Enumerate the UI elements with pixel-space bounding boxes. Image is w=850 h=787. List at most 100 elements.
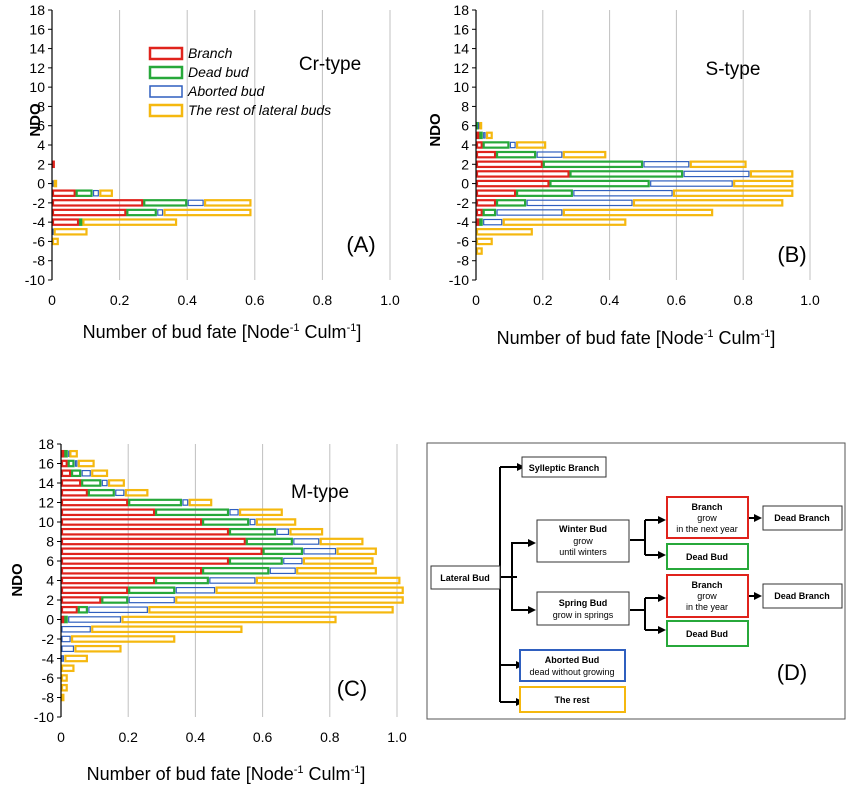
panel-b-bar-branch xyxy=(475,179,550,188)
panel-c-x-tick-label: 0.4 xyxy=(186,729,206,745)
panel-a-bar-branch xyxy=(51,160,55,169)
panel-a-x-axis-label: Number of bud fate [Node-1 Culm-1] xyxy=(83,322,362,342)
panel-c-y-tick-label: 14 xyxy=(38,475,54,491)
legend: Branch Dead bud Aborted bud The rest of … xyxy=(148,45,331,118)
panel-c-bar-aborted-bud xyxy=(61,625,91,633)
panel-c-bar-rest xyxy=(255,518,297,526)
panel-b-bar-rest xyxy=(562,208,714,217)
panel-a-y-tick-label: 14 xyxy=(29,41,45,57)
panel-c-bar-aborted-bud xyxy=(115,489,125,497)
panel-a-bar-dead-bud xyxy=(78,218,83,226)
panel-b-bar-aborted-bud xyxy=(483,132,486,139)
panel-b-y-tick-label: -2 xyxy=(457,195,470,211)
arrow-sylleptic xyxy=(517,463,525,471)
panel-a-y-tick-label: 6 xyxy=(37,118,45,134)
panel-c-grid xyxy=(127,444,398,717)
panel-b-y-tick-label: 18 xyxy=(453,2,469,18)
panel-c-bar-aborted-bud xyxy=(269,567,296,575)
panel-b-bar-branch xyxy=(475,131,480,140)
node-sylleptic-branch: Sylleptic Branch xyxy=(521,456,607,478)
panel-a-y-tick-label: 0 xyxy=(37,176,45,192)
panel-c-bar-dead-bud xyxy=(154,508,230,517)
panel-c-bar-rest xyxy=(91,625,243,634)
panel-b-bar-aborted-bud xyxy=(573,189,673,197)
panel-c-bar-branch xyxy=(60,508,156,517)
panel-a-bar-branch xyxy=(51,189,76,197)
connector-winter-fork xyxy=(630,519,660,556)
panel-c-bar-dead-bud xyxy=(202,518,250,526)
panel-a-y-tick-label: 8 xyxy=(37,98,45,114)
legend-aborted-bud-label: Aborted bud xyxy=(187,83,265,99)
panel-c-bar-rest xyxy=(319,537,364,546)
legend-aborted-bud-swatch xyxy=(149,85,183,98)
node-winter-bud-title: Winter Bud xyxy=(559,524,607,534)
panel-c-bar-branch xyxy=(60,547,263,556)
arrow-deadbranch1 xyxy=(754,514,762,522)
panel-c-bar-aborted-bud xyxy=(293,538,320,545)
panel-b-bar-aborted-bud xyxy=(650,180,733,187)
panel-b-bar-dead-bud xyxy=(479,131,483,140)
panel-c-bar-aborted-bud xyxy=(229,508,239,516)
panel-c-bar-branch xyxy=(60,605,78,614)
panel-b-bar-rest xyxy=(632,199,784,207)
panel-d-label: (D) xyxy=(777,660,808,685)
node-dead-bud-1: Dead Bud xyxy=(666,543,749,570)
panel-c-bar-aborted-bud xyxy=(61,635,71,643)
panel-b-y-tick-label: -4 xyxy=(457,214,470,230)
panel-a-x-tick-label: 1.0 xyxy=(380,292,400,308)
panel-c-bar-branch xyxy=(60,498,129,507)
panel-a-y-tick-label: 16 xyxy=(29,21,45,37)
panel-c-bar-aborted-bud xyxy=(175,586,216,594)
panel-c-y-tick-label: 6 xyxy=(46,553,54,569)
panel-b-y-tick-label: 14 xyxy=(453,41,469,57)
panel-b-axes xyxy=(472,9,477,281)
panel-a-axes xyxy=(48,9,53,281)
panel-a-bar-aborted-bud xyxy=(157,209,164,216)
panel-a-x-tick-label: 0.8 xyxy=(313,292,333,308)
connector-to-winter xyxy=(511,542,531,577)
panel-b-label: (B) xyxy=(777,242,806,267)
panel-c-bar-aborted-bud xyxy=(249,518,256,526)
panel-a-bar-rest xyxy=(53,179,58,188)
panel-a-bar-dead-bud xyxy=(126,208,157,217)
arrow-spring xyxy=(528,606,536,614)
panel-a-grid xyxy=(119,10,391,280)
panel-a-y-tick-label: 18 xyxy=(29,2,45,18)
panel-c-bar-dead-bud xyxy=(228,557,283,565)
panel-c-bar-dead-bud xyxy=(128,586,176,595)
panel-c-title: M-type xyxy=(291,482,349,503)
panel-c-bar-rest xyxy=(69,449,78,458)
panel-c-x-tick-label: 0 xyxy=(57,729,65,745)
panel-b-bar-rest xyxy=(502,218,627,226)
panel-b-bar-branch xyxy=(475,141,483,149)
panel-a-chart: 18 16 14 12 10 8 6 4 2 0 -2 -4 -6 -8 -10 0 0.2 0.4 0.6 0.8… xyxy=(25,2,400,342)
node-winter-bud-sub2: until winters xyxy=(559,547,607,557)
arrow-branch2 xyxy=(658,594,666,602)
panel-c-bar-branch xyxy=(60,615,65,624)
panel-c-bar-rest xyxy=(77,459,95,468)
panel-b-title: S-type xyxy=(706,59,761,80)
panel-b-x-tick-label: 0 xyxy=(472,292,480,308)
panel-c-x-tick-label: 1.0 xyxy=(387,729,407,745)
panel-c-bar-rest xyxy=(238,508,283,517)
legend-dead-bud-label: Dead bud xyxy=(188,64,250,80)
legend-dead-bud-swatch xyxy=(148,65,184,80)
panel-b-bar-dead-bud xyxy=(569,170,684,178)
panel-c-bars xyxy=(60,449,404,702)
panel-b-bar-rest xyxy=(475,247,483,255)
panel-c-y-tick-label: 4 xyxy=(46,573,54,589)
node-spring-bud: Spring Bud grow in springs xyxy=(536,591,630,626)
node-the-rest-title: The rest xyxy=(554,695,589,705)
node-lateral-bud: Lateral Bud xyxy=(430,565,501,590)
panel-b-y-tick-label: -6 xyxy=(457,233,470,249)
node-aborted-bud-sub1: dead without growing xyxy=(529,667,614,677)
panel-c-y-tick-label: 12 xyxy=(38,495,54,511)
node-branch-next-year-sub2: in the next year xyxy=(676,524,738,534)
panel-b-bar-branch xyxy=(475,218,480,226)
panel-c-bar-branch xyxy=(60,557,230,565)
panel-a-y-tick-label: -8 xyxy=(33,253,46,269)
panel-d-diagram: Lateral Bud Sylleptic Branch Winter Bud … xyxy=(426,442,846,720)
panel-c-bar-rest xyxy=(60,674,68,682)
panel-b-y-tick-label: -8 xyxy=(457,253,470,269)
panel-c-y-axis-label: NDO xyxy=(9,563,26,597)
